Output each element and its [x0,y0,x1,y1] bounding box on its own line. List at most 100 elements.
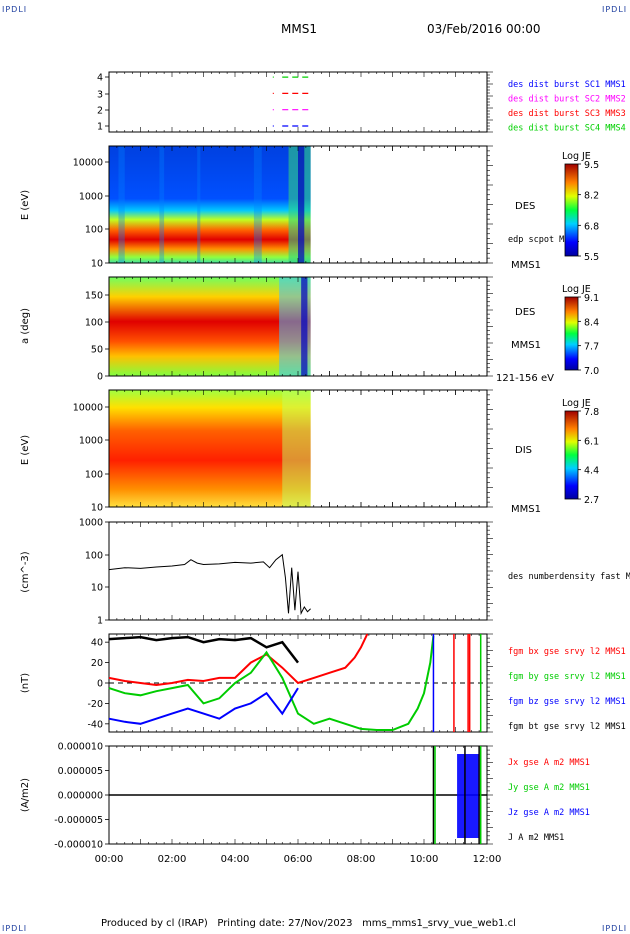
dis-energy-axis-tick-label: 10 [91,503,103,514]
dis-energy-colorbar-label: 7.8 [584,407,599,418]
des-pitch-colorbar-title: Log JE [562,284,591,295]
density-line [108,553,311,616]
des-energy-heatmap [109,146,311,263]
des-energy-sublabel: edp scpot MMS1 [508,235,580,245]
panels-group: 4 3 2 1 des dist burst SC1 MMS1 des dist burs… [20,71,630,865]
des-energy-band [118,146,125,263]
time-axis-label: 06:00 [284,854,313,865]
current-legend-2: Jz gse A m2 MMS1 [508,808,590,818]
footer-printing-date: Printing date: 27/Nov/2023 [217,918,353,929]
des-pitch-band [301,277,308,376]
bfield-axis-tick-label: 20 [91,658,103,669]
des-energy-band [298,146,305,263]
burst-axis-tick-label: 1 [97,122,103,133]
des-pitch-label: DES [515,307,535,318]
des-energy-label: DES [515,201,535,212]
time-axis-label: 04:00 [221,854,250,865]
dis-energy-station: MMS1 [511,504,541,515]
corner-logo-bottom-right: IPDLI [602,924,628,933]
burst-axis-tick-label: 2 [97,106,103,117]
burst-legend-1: des dist burst SC1 MMS1 [508,80,626,90]
bfield-legend-3: fgm bt gse srvy l2 MMS1 [508,722,626,732]
panel-frame-0 [108,71,488,133]
density-legend: des numberdensity fast M [508,572,630,582]
des-energy-colorbar-label: 8.2 [584,191,599,202]
bfield-legend-0: fgm bx gse srvy l2 MMS1 [508,647,626,657]
des-energy-colorbar-title: Log JE [562,151,591,162]
des-pitch-axis-tick-label: 150 [85,291,103,302]
current-legend-0: Jx gse A m2 MMS1 [508,758,590,768]
des-pitch-axis-tick-label: 50 [91,345,103,356]
des-energy-axis-tick-label: 10000 [73,158,103,169]
footer-credits: Produced by cl (IRAP) Printing date: 27/… [101,918,516,929]
bfield-legend-1: fgm by gse srvy l2 MMS1 [508,672,626,682]
burst-axis-tick-label: 4 [97,73,103,84]
density-axis-tick-label: 1000 [79,518,103,529]
corner-logo-top-left: IPDLI [2,5,28,14]
current-axis-tick-label: 0.000005 [58,766,103,777]
burst-axis-tick-label: 3 [97,90,103,101]
des-energy-axis-tick-label: 10 [91,259,103,270]
current-axis-tick-label: 0.000000 [58,791,103,802]
dis-energy-colorbar [564,410,579,500]
burst-legend-3: des dist burst SC3 MMS3 [508,109,626,119]
density-axis-tick-label: 100 [85,551,103,562]
bfield-legend-2: fgm bz gse srvy l2 MMS1 [508,697,626,707]
current-legend-3: J A m2 MMS1 [508,833,564,843]
dis-energy-band [282,390,311,507]
current-axis-tick-label: -0.000005 [54,815,103,826]
footer-produced-by: Produced by cl (IRAP) [101,918,208,929]
current-axis-tick-label: 0.000010 [58,742,103,753]
des-pitch-colorbar-label: 7.7 [584,342,599,353]
des-energy-axis-tick-label: 100 [85,225,103,236]
dis-energy-colorbar-label: 2.7 [584,495,599,506]
des-pitch-axis-tick-label: 0 [97,372,103,383]
bfield-line-3 [108,635,299,664]
current-legend-1: Jy gse A m2 MMS1 [508,783,590,793]
des-energy-colorbar-label: 5.5 [584,252,599,263]
current-burst-fill [457,754,480,838]
burst-legend-4: des dist burst SC4 MMS4 [508,124,626,134]
des-pitch-heatmap [109,277,311,376]
time-axis-label: 10:00 [410,854,439,865]
density-ylabel: (cm^-3) [20,551,31,592]
current-axis-tick-label: -0.000010 [54,840,103,851]
des-energy-band [253,146,262,263]
des-pitch-axis-tick-label: 100 [85,318,103,329]
mission-title: MMS1 [281,22,317,36]
des-pitch-colorbar-label: 9.1 [584,293,599,304]
des-pitch-ylabel: a (deg) [20,308,31,344]
bfield-line-1 [108,635,435,731]
des-energy-axis-tick-label: 1000 [79,192,103,203]
dis-energy-ylabel: E (eV) [20,435,31,465]
time-axis-label: 00:00 [95,854,124,865]
bfield-line-2 [108,687,299,725]
des-energy-band [159,146,165,263]
des-pitch-station: MMS1 [511,340,541,351]
bfield-line-0 [108,633,369,687]
dis-energy-colorbar-label: 6.1 [584,436,599,447]
corner-logo-top-right: IPDLI [602,5,628,14]
bfield-axis-tick-label: -40 [87,719,103,730]
dis-energy-axis-tick-label: 10000 [73,403,103,414]
density-axis-tick-label: 10 [91,583,103,594]
bfield-axis-tick-label: -20 [87,699,103,710]
time-axis-label: 08:00 [347,854,376,865]
des-pitch-energy-range: 121-156 eV [496,373,554,384]
des-energy-station: MMS1 [511,260,541,271]
bfield-axis-tick-label: 0 [97,679,103,690]
des-pitch-colorbar [564,296,579,371]
des-energy-ylabel: E (eV) [20,190,31,220]
dis-energy-colorbar-label: 4.4 [584,466,599,477]
footer-filename: mms_mms1_srvy_vue_web1.cl [362,918,516,929]
time-axis-label: 02:00 [158,854,187,865]
burst-legend-2: des dist burst SC2 MMS2 [508,95,626,105]
des-energy-colorbar-label: 6.8 [584,221,599,232]
plot-date: 03/Feb/2016 00:00 [427,22,541,36]
current-ylabel: (A/m2) [20,778,31,812]
dis-energy-label: DIS [515,445,532,456]
dis-energy-colorbar-title: Log JE [562,398,591,409]
des-energy-band [197,146,201,263]
panel-frame-4 [108,521,488,621]
